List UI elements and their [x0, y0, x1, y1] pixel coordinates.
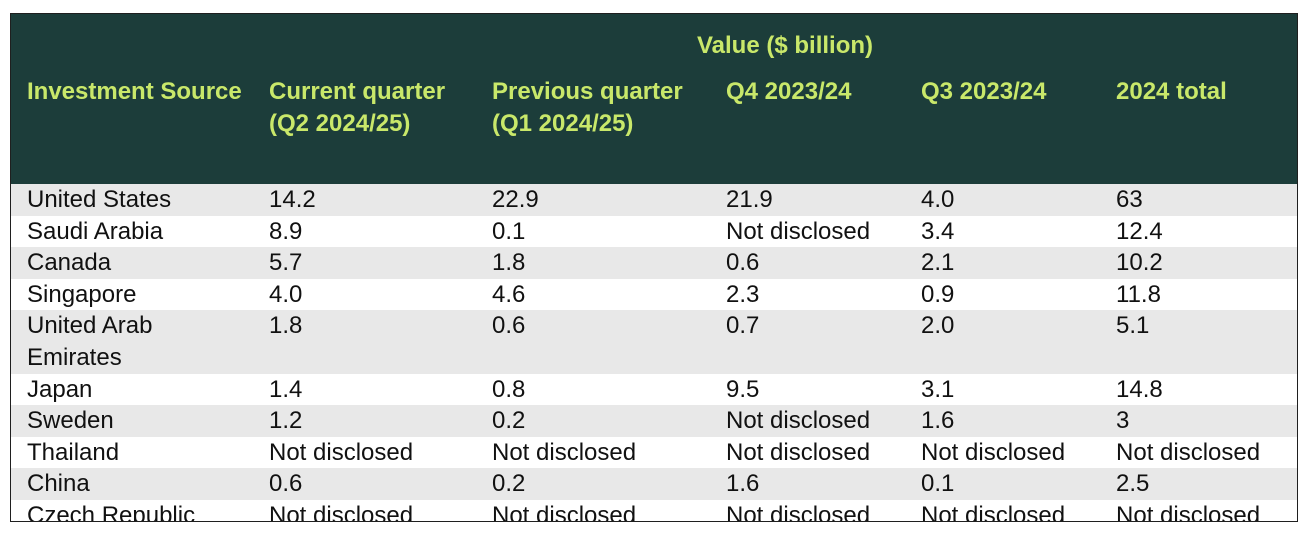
table-body: United States 14.2 22.9 21.9 4.0 63 Saudi Arab…: [11, 184, 1297, 521]
table-row: Sweden 1.2 0.2 Not disclosed 1.6 3: [11, 405, 1297, 437]
cell-current-quarter: 1.4: [253, 373, 476, 406]
cell-current-quarter: Not disclosed: [253, 499, 476, 521]
header-group-spacer: [1100, 14, 1297, 72]
cell-previous-quarter: 0.2: [476, 405, 710, 437]
cell-current-quarter: 14.2: [253, 184, 476, 216]
cell-current-quarter: 4.0: [253, 278, 476, 311]
table-row: Singapore 4.0 4.6 2.3 0.9 11.8: [11, 278, 1297, 311]
cell-q3-2023-24: 1.6: [905, 405, 1101, 437]
cell-q4-2023-24: Not disclosed: [710, 405, 905, 437]
cell-previous-quarter: 22.9: [476, 184, 710, 216]
cell-country: Japan: [11, 373, 253, 406]
cell-previous-quarter: 1.8: [476, 247, 710, 279]
cell-current-quarter: Not disclosed: [253, 436, 476, 469]
cell-country: United Arab Emirates: [11, 310, 253, 374]
cell-q3-2023-24: 0.1: [905, 468, 1101, 500]
cell-q4-2023-24: 21.9: [710, 184, 905, 216]
cell-q4-2023-24: Not disclosed: [710, 215, 905, 248]
cell-current-quarter: 1.2: [253, 405, 476, 437]
cell-q3-2023-24: Not disclosed: [905, 436, 1101, 469]
cell-q4-2023-24: Not disclosed: [710, 436, 905, 469]
cell-total-2024: 63: [1100, 184, 1297, 216]
cell-country: Czech Republic: [11, 499, 253, 521]
cell-q3-2023-24: 4.0: [905, 184, 1101, 216]
header-group-spacer: [11, 14, 253, 72]
cell-q4-2023-24: 0.6: [710, 247, 905, 279]
cell-q3-2023-24: 2.1: [905, 247, 1101, 279]
column-header-2024-total: 2024 total: [1100, 72, 1297, 184]
cell-previous-quarter: 0.6: [476, 310, 710, 374]
cell-previous-quarter: 4.6: [476, 278, 710, 311]
cell-previous-quarter: Not disclosed: [476, 499, 710, 521]
column-header-q4-2023-24: Q4 2023/24: [710, 72, 905, 184]
cell-current-quarter: 0.6: [253, 468, 476, 500]
cell-previous-quarter: 0.1: [476, 215, 710, 248]
cell-q3-2023-24: 3.4: [905, 215, 1101, 248]
table-row: China 0.6 0.2 1.6 0.1 2.5: [11, 468, 1297, 500]
table-row: Czech Republic Not disclosed Not disclosed…: [11, 499, 1297, 521]
table-row: Canada 5.7 1.8 0.6 2.1 10.2: [11, 247, 1297, 279]
value-group-header: Value ($ billion): [476, 14, 1101, 72]
column-header-previous-quarter: Previous quarter (Q1 2024/25): [476, 72, 710, 184]
cell-q3-2023-24: 2.0: [905, 310, 1101, 374]
cell-previous-quarter: 0.8: [476, 373, 710, 406]
cell-q4-2023-24: Not disclosed: [710, 499, 905, 521]
cell-country: United States: [11, 184, 253, 216]
cell-total-2024: Not disclosed: [1100, 499, 1297, 521]
table-header: Value ($ billion) Investment Source Curr…: [11, 14, 1297, 184]
cell-country: Sweden: [11, 405, 253, 437]
header-group-spacer: [253, 14, 476, 72]
table-row: Thailand Not disclosed Not disclosed Not di…: [11, 436, 1297, 469]
table-row: Japan 1.4 0.8 9.5 3.1 14.8: [11, 373, 1297, 406]
column-header-q3-2023-24: Q3 2023/24: [905, 72, 1101, 184]
cell-q3-2023-24: Not disclosed: [905, 499, 1101, 521]
cell-total-2024: 11.8: [1100, 278, 1297, 311]
column-header-current-quarter: Current quarter (Q2 2024/25): [253, 72, 476, 184]
table-row: United Arab Emirates 1.8 0.6 0.7 2.0 5.1: [11, 310, 1297, 374]
cell-q4-2023-24: 0.7: [710, 310, 905, 374]
cell-q3-2023-24: 0.9: [905, 278, 1101, 311]
cell-total-2024: 14.8: [1100, 373, 1297, 406]
cell-previous-quarter: 0.2: [476, 468, 710, 500]
cell-country: Singapore: [11, 278, 253, 311]
cell-country: Thailand: [11, 436, 253, 469]
column-header-investment-source: Investment Source: [11, 72, 253, 184]
cell-country: Saudi Arabia: [11, 215, 253, 248]
cell-q4-2023-24: 9.5: [710, 373, 905, 406]
table-row: United States 14.2 22.9 21.9 4.0 63: [11, 184, 1297, 216]
investment-table-container: Value ($ billion) Investment Source Curr…: [10, 13, 1298, 522]
header-group-row: Value ($ billion): [11, 14, 1297, 72]
cell-q4-2023-24: 1.6: [710, 468, 905, 500]
cell-country: Canada: [11, 247, 253, 279]
cell-total-2024: 5.1: [1100, 310, 1297, 374]
header-column-row: Investment Source Current quarter (Q2 20…: [11, 72, 1297, 184]
cell-q3-2023-24: 3.1: [905, 373, 1101, 406]
table-row: Saudi Arabia 8.9 0.1 Not disclosed 3.4 12.4: [11, 215, 1297, 248]
cell-current-quarter: 1.8: [253, 310, 476, 374]
cell-previous-quarter: Not disclosed: [476, 436, 710, 469]
investment-table: Value ($ billion) Investment Source Curr…: [11, 14, 1297, 521]
cell-total-2024: 10.2: [1100, 247, 1297, 279]
cell-total-2024: 12.4: [1100, 215, 1297, 248]
cell-current-quarter: 5.7: [253, 247, 476, 279]
cell-total-2024: Not disclosed: [1100, 436, 1297, 469]
cell-country: China: [11, 468, 253, 500]
cell-q4-2023-24: 2.3: [710, 278, 905, 311]
cell-total-2024: 2.5: [1100, 468, 1297, 500]
cell-current-quarter: 8.9: [253, 215, 476, 248]
cell-total-2024: 3: [1100, 405, 1297, 437]
